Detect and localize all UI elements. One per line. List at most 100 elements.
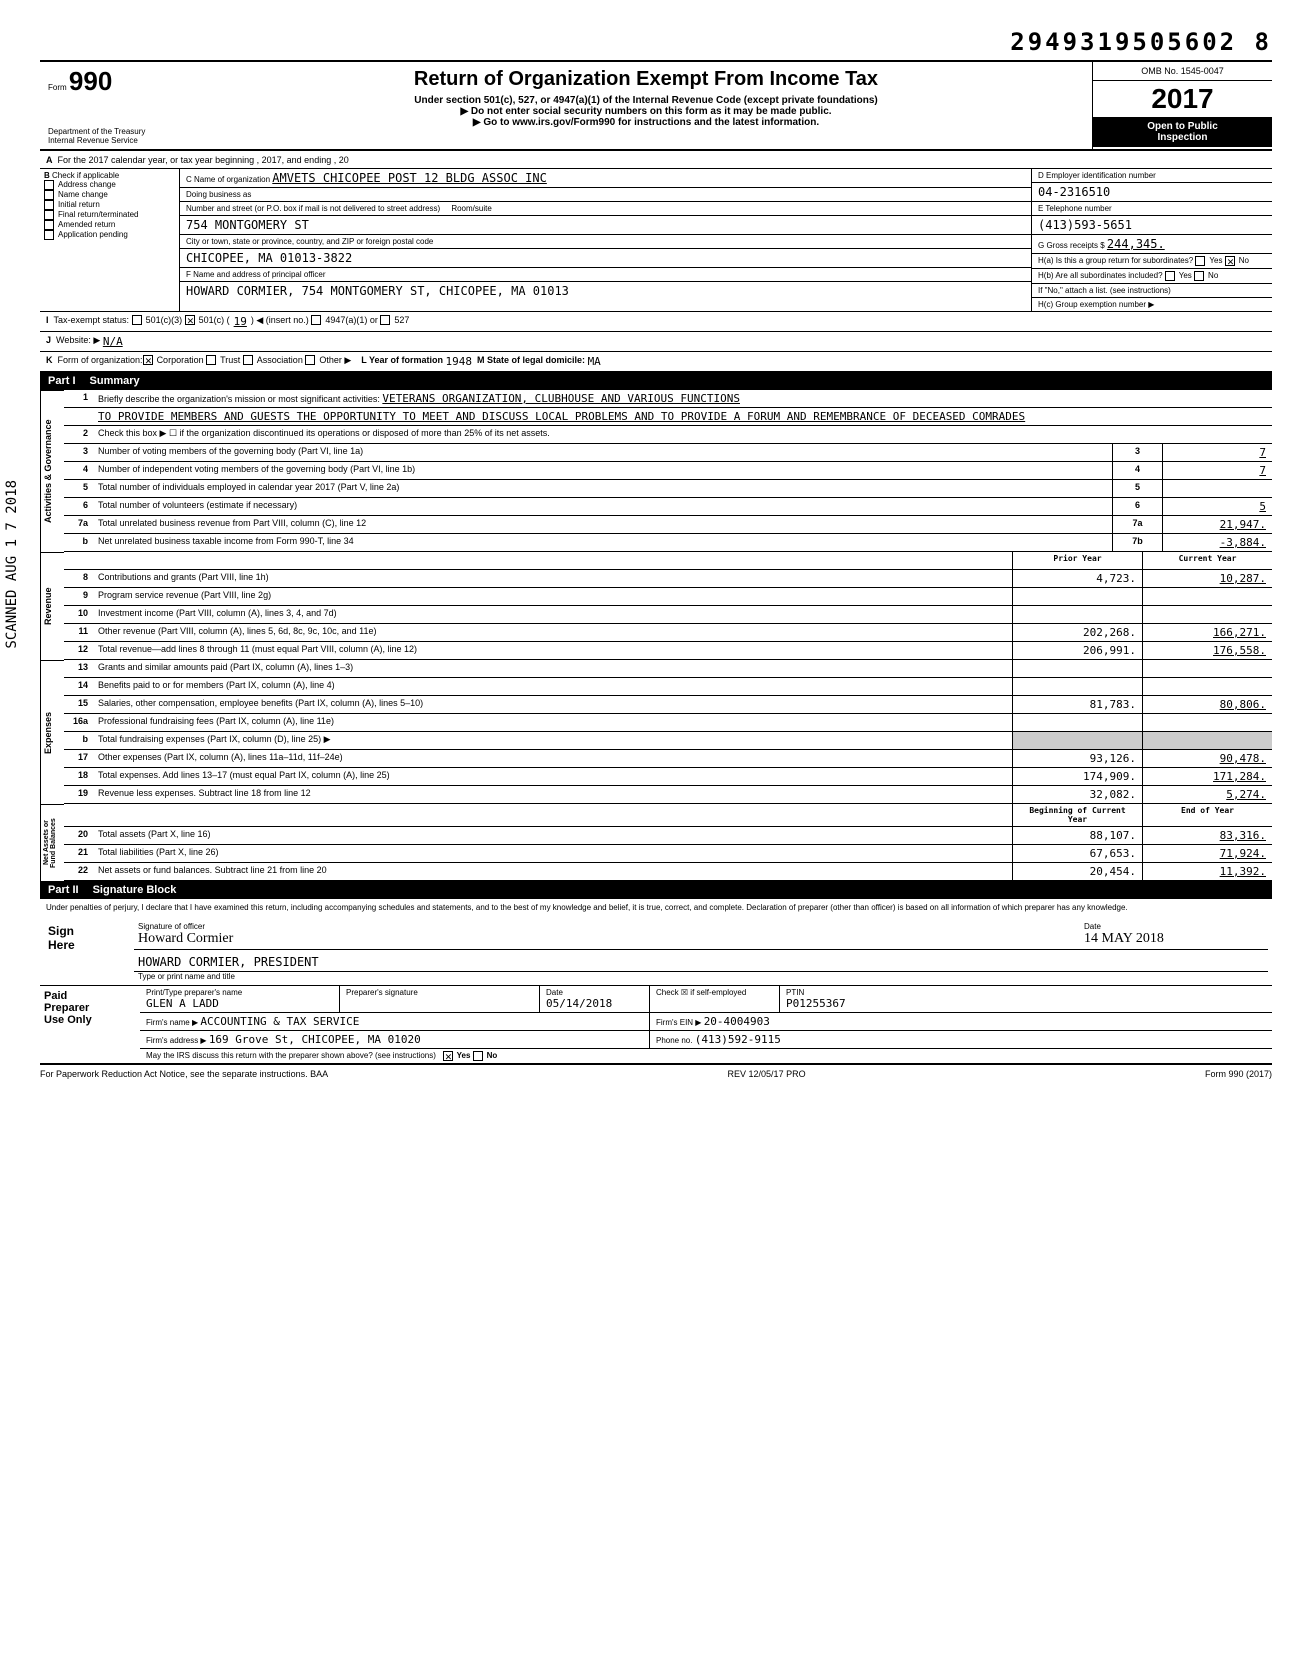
sig-date-label: Date: [1084, 922, 1101, 931]
line-9-label: Program service revenue (Part VIII, line…: [94, 588, 1012, 605]
line-15-curr: 80,806.: [1142, 696, 1272, 713]
omb-number: OMB No. 1545-0047: [1093, 62, 1272, 81]
line-5-value: [1162, 480, 1272, 497]
line-6-value: 5: [1162, 498, 1272, 515]
opt-label: 527: [394, 315, 409, 328]
form-title: Return of Organization Exempt From Incom…: [206, 68, 1086, 91]
line-8-label: Contributions and grants (Part VIII, lin…: [94, 570, 1012, 587]
line-a-text: For the 2017 calendar year, or tax year …: [58, 155, 349, 165]
cb-label: Amended return: [58, 220, 115, 229]
cb-501c3[interactable]: [132, 315, 142, 325]
opt-label: Association: [257, 355, 303, 368]
footer-left: For Paperwork Reduction Act Notice, see …: [40, 1069, 328, 1079]
no-label: No: [1239, 256, 1249, 265]
col-end-year: End of Year: [1142, 804, 1272, 826]
cb-hb-no[interactable]: [1194, 271, 1204, 281]
prep-name: GLEN A LADD: [146, 997, 219, 1010]
form-note1: ▶ Do not enter social security numbers o…: [206, 106, 1086, 117]
cb-assoc[interactable]: [243, 355, 253, 365]
cb-other[interactable]: [305, 355, 315, 365]
no-label: No: [1208, 271, 1218, 280]
side-governance: Activities & Governance: [40, 390, 64, 552]
cb-501c[interactable]: [185, 315, 195, 325]
cb-amended-return[interactable]: [44, 220, 54, 230]
scanned-stamp: SCANNED AUG 1 7 2018: [4, 480, 20, 649]
line-16b-curr-shade: [1142, 732, 1272, 749]
cb-discuss-no[interactable]: [473, 1051, 483, 1061]
org-name-label: C Name of organization: [186, 175, 270, 184]
cb-application-pending[interactable]: [44, 230, 54, 240]
cb-address-change[interactable]: [44, 180, 54, 190]
year-formation: 1948: [446, 355, 473, 368]
cb-final-return[interactable]: [44, 210, 54, 220]
line-7a-num: 7a: [1112, 516, 1162, 533]
line-15-label: Salaries, other compensation, employee b…: [94, 696, 1012, 713]
opt-label: 501(c) (: [199, 315, 230, 328]
form-number: 990: [69, 66, 112, 96]
cb-initial-return[interactable]: [44, 200, 54, 210]
line-9-curr: [1142, 588, 1272, 605]
col-current-year: Current Year: [1142, 552, 1272, 569]
gross-value: 244,345.: [1107, 237, 1165, 251]
line-11-prior: 202,268.: [1012, 624, 1142, 641]
form-page: 2949319505602 8 Form 990 Department of t…: [0, 0, 1312, 1111]
line-19-curr: 5,274.: [1142, 786, 1272, 803]
cb-label: Initial return: [58, 200, 100, 209]
cb-hb-yes[interactable]: [1165, 271, 1175, 281]
prep-check-label: Check ☒ if self-employed: [656, 988, 746, 997]
year-formation-label: L Year of formation: [361, 355, 443, 368]
line-7a-label: Total unrelated business revenue from Pa…: [94, 516, 1112, 533]
hb-label: H(b) Are all subordinates included?: [1038, 271, 1163, 280]
line-12-label: Total revenue—add lines 8 through 11 (mu…: [94, 642, 1012, 659]
cb-corp[interactable]: [143, 355, 153, 365]
line-21-begin: 67,653.: [1012, 845, 1142, 862]
line-1b-value: TO PROVIDE MEMBERS AND GUESTS THE OPPORT…: [98, 410, 1025, 423]
line-18-curr: 171,284.: [1142, 768, 1272, 785]
line-1-value: VETERANS ORGANIZATION, CLUBHOUSE AND VAR…: [382, 392, 740, 405]
line-2-label: Check this box ▶ ☐ if the organization d…: [94, 426, 1272, 443]
line-16a-prior: [1012, 714, 1142, 731]
cb-discuss-yes[interactable]: [443, 1051, 453, 1061]
line-11-label: Other revenue (Part VIII, column (A), li…: [94, 624, 1012, 641]
line-7a-value: 21,947.: [1162, 516, 1272, 533]
firm-label: Firm's name ▶: [146, 1018, 198, 1027]
line-17-curr: 90,478.: [1142, 750, 1272, 767]
cb-name-change[interactable]: [44, 190, 54, 200]
line-5-label: Total number of individuals employed in …: [94, 480, 1112, 497]
addr-label: Number and street (or P.O. box if mail i…: [186, 204, 440, 213]
line-16b-prior-shade: [1012, 732, 1142, 749]
dept-label: Department of the Treasury Internal Reve…: [48, 127, 192, 145]
cb-ha-no[interactable]: [1225, 256, 1235, 266]
opt-label: Other ▶: [319, 355, 351, 368]
line-14-label: Benefits paid to or for members (Part IX…: [94, 678, 1012, 695]
state-domicile: MA: [588, 355, 601, 368]
part-title: Signature Block: [93, 884, 177, 896]
yes-label: Yes: [1179, 271, 1192, 280]
cb-527[interactable]: [380, 315, 390, 325]
perjury-text: Under penalties of perjury, I declare th…: [40, 899, 1272, 916]
cb-4947[interactable]: [311, 315, 321, 325]
line-20-end: 83,316.: [1142, 827, 1272, 844]
line-4-num: 4: [1112, 462, 1162, 479]
org-name: AMVETS CHICOPEE POST 12 BLDG ASSOC INC: [272, 171, 547, 185]
paid-preparer-label: Paid Preparer Use Only: [40, 986, 140, 1063]
firm-name: ACCOUNTING & TAX SERVICE: [200, 1015, 359, 1028]
line-13-label: Grants and similar amounts paid (Part IX…: [94, 660, 1012, 677]
cb-trust[interactable]: [206, 355, 216, 365]
ein-value: 04-2316510: [1038, 185, 1110, 199]
line-7b-label: Net unrelated business taxable income fr…: [94, 534, 1112, 551]
officer-date: 14 MAY 2018: [1084, 931, 1164, 946]
line-22-label: Net assets or fund balances. Subtract li…: [94, 863, 1012, 880]
line-20-begin: 88,107.: [1012, 827, 1142, 844]
line-18-prior: 174,909.: [1012, 768, 1142, 785]
col-begin-year: Beginning of Current Year: [1012, 804, 1142, 826]
firm-ein: 20-4004903: [704, 1015, 770, 1028]
line-3-label: Number of voting members of the governin…: [94, 444, 1112, 461]
part-label: Part I: [48, 375, 76, 387]
state-domicile-label: M State of legal domicile:: [477, 355, 585, 368]
cb-ha-yes[interactable]: [1195, 256, 1205, 266]
city-label: City or town, state or province, country…: [186, 237, 433, 246]
line-21-end: 71,924.: [1142, 845, 1272, 862]
cb-label: Application pending: [58, 230, 128, 239]
sign-here-label: Sign Here: [40, 916, 130, 985]
